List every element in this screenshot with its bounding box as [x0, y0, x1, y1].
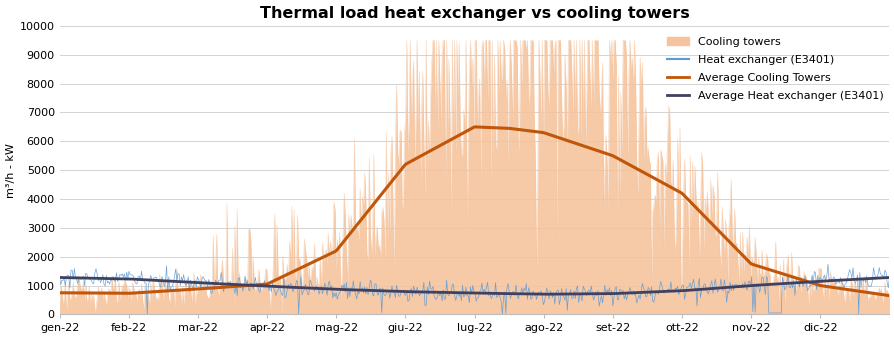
- Legend: Cooling towers, Heat exchanger (E3401), Average Cooling Towers, Average Heat exc: Cooling towers, Heat exchanger (E3401), …: [666, 37, 883, 101]
- Y-axis label: m³/h - kW: m³/h - kW: [5, 143, 15, 198]
- Title: Thermal load heat exchanger vs cooling towers: Thermal load heat exchanger vs cooling t…: [259, 5, 688, 21]
